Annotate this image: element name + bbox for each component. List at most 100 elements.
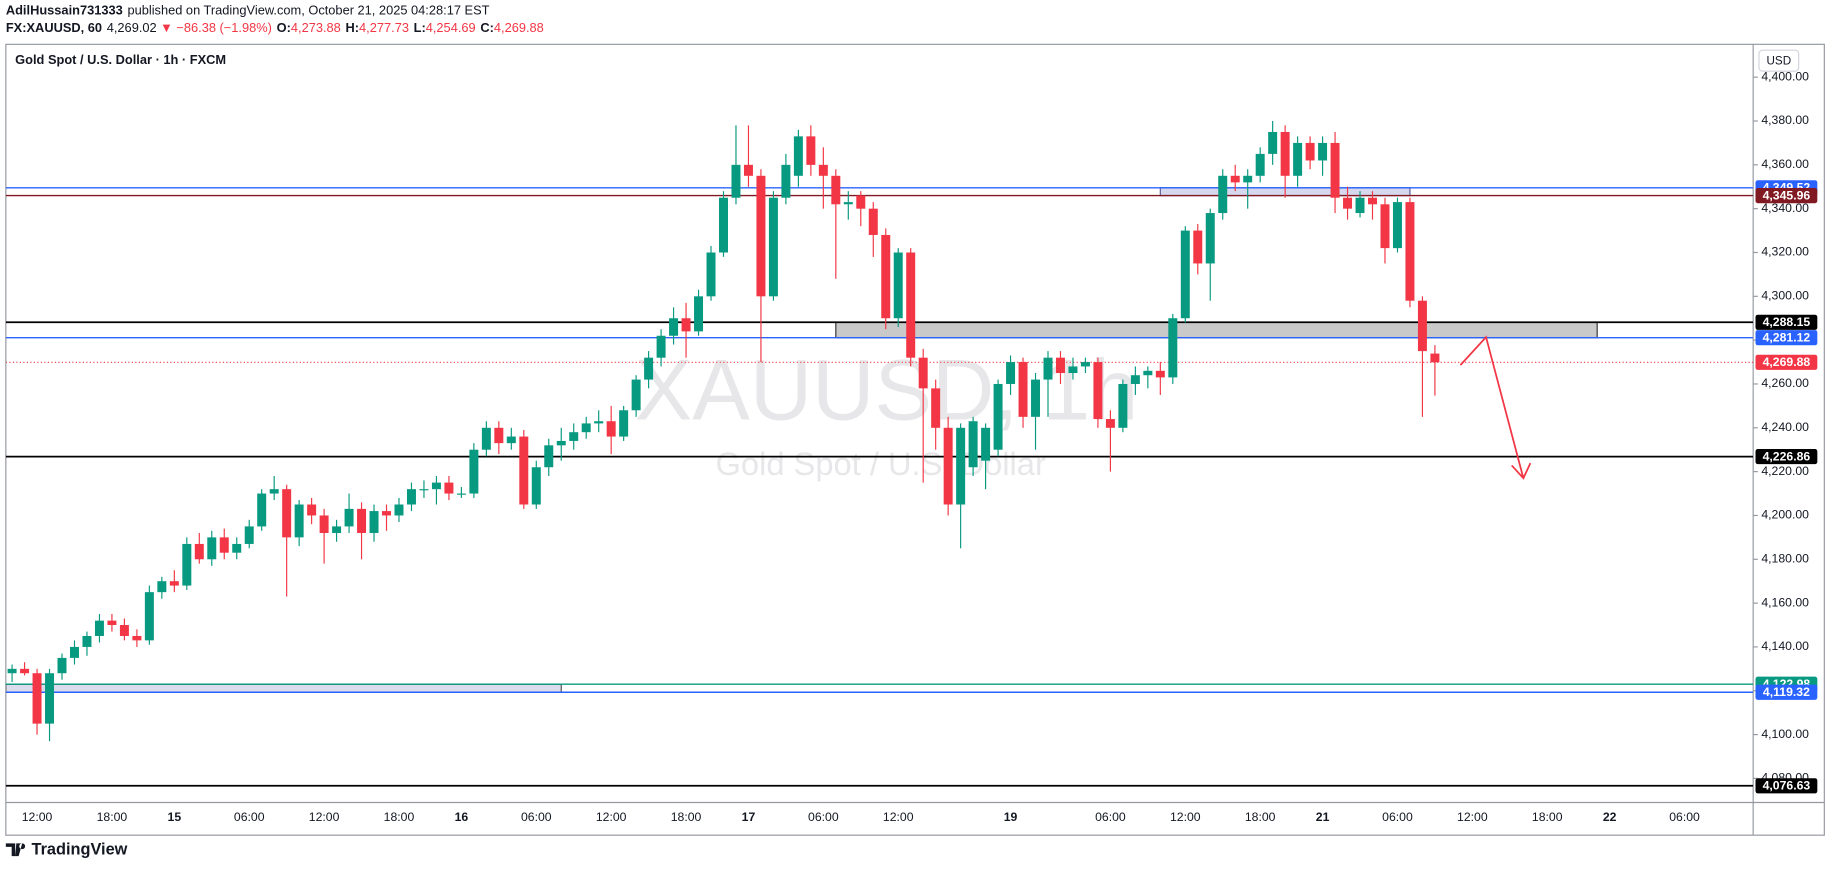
candle-body — [82, 635, 92, 647]
x-tick-label: 12:00 — [883, 810, 914, 824]
x-tick-label: 06:00 — [1095, 810, 1126, 824]
candle-body — [269, 489, 279, 494]
candle-body — [644, 357, 654, 380]
y-tick-label: 4,140.00 — [1761, 639, 1809, 653]
candle-body — [818, 164, 828, 176]
candle-body — [731, 164, 741, 198]
x-tick-label: 12:00 — [596, 810, 627, 824]
candle-body — [743, 164, 753, 176]
price-label-box — [1755, 188, 1818, 204]
x-tick-label: 06:00 — [1669, 810, 1700, 824]
candle-body — [569, 432, 579, 441]
x-tick-label: 06:00 — [521, 810, 552, 824]
candle-body — [1105, 419, 1115, 428]
candle-body — [319, 515, 329, 533]
candle-body — [881, 234, 891, 319]
ohlc-key: L: — [414, 21, 426, 36]
candle-body — [594, 421, 604, 424]
x-tick-label: 12:00 — [309, 810, 340, 824]
price-label-box — [1755, 314, 1818, 330]
candle-body — [1080, 362, 1090, 367]
candle-body — [431, 482, 441, 490]
x-tick-label: 15 — [168, 810, 182, 824]
publisher: AdilHussain731333 — [6, 3, 123, 18]
candle-body — [768, 197, 778, 297]
price-label-box — [1755, 449, 1818, 465]
candle-body — [157, 581, 167, 593]
candle-body — [556, 440, 566, 446]
x-tick-label: 22 — [1603, 810, 1617, 824]
x-tick-label: 21 — [1316, 810, 1330, 824]
candle-body — [7, 668, 17, 674]
candle-body — [756, 175, 766, 297]
candle-body — [981, 427, 991, 461]
candle-body — [968, 421, 978, 468]
candle-body — [1268, 131, 1278, 154]
price-label: 4,076.63 — [1763, 779, 1811, 793]
candle-body — [394, 504, 404, 516]
candle-body — [1218, 175, 1228, 214]
brand: TradingView — [32, 841, 128, 859]
candle-body — [57, 657, 67, 674]
ohlc-key: O: — [277, 21, 291, 36]
candle-body — [307, 504, 317, 516]
candle-body — [494, 427, 504, 444]
ohlc-key: H: — [345, 21, 359, 36]
candle-body — [893, 252, 903, 319]
candle-body — [993, 383, 1003, 450]
x-tick-label: 06:00 — [234, 810, 265, 824]
candle-body — [1318, 142, 1328, 161]
currency[interactable]: USD — [1767, 54, 1792, 67]
brand-logo — [5, 843, 26, 857]
candle-body — [419, 489, 429, 491]
published: published on TradingView.com, October 21… — [127, 3, 489, 18]
price-label-box — [1755, 684, 1818, 700]
candle-body — [1368, 197, 1377, 205]
candle-body — [681, 318, 691, 332]
x-tick-label: 16 — [455, 810, 469, 824]
candle-body — [1018, 362, 1028, 417]
candle-body — [1293, 142, 1303, 176]
candle-body — [856, 195, 866, 209]
zone — [5, 683, 562, 693]
candle-body — [906, 252, 916, 358]
candle-body — [406, 489, 416, 505]
candle-body — [182, 543, 192, 586]
candle-body — [1155, 370, 1165, 378]
candle-body — [843, 202, 853, 205]
candle-body — [207, 537, 217, 560]
x-tick-label: 18:00 — [384, 810, 415, 824]
candle-body — [918, 357, 928, 389]
candle-body — [344, 508, 354, 527]
candle-body — [656, 335, 666, 358]
y-tick-label: 4,300.00 — [1761, 289, 1809, 303]
candle-body — [144, 592, 154, 641]
candle-body — [444, 482, 454, 494]
ohlc-value: 4,254.69 — [426, 21, 476, 36]
currency-box[interactable] — [1758, 49, 1800, 72]
candle-body — [793, 136, 803, 176]
x-tick-label: 12:00 — [1457, 810, 1488, 824]
x-tick-label: 18:00 — [1532, 810, 1563, 824]
price-label: 4,119.32 — [1763, 685, 1810, 699]
candle-body — [257, 493, 267, 527]
candle-body — [1130, 375, 1140, 384]
y-tick-label: 4,380.00 — [1761, 113, 1809, 127]
price-label: 4,345.96 — [1763, 188, 1811, 202]
candle-body — [94, 620, 104, 636]
candle-body — [1043, 357, 1053, 380]
candle-body — [943, 427, 953, 505]
last-price: 4,269.02 — [107, 21, 157, 36]
axes: 4,080.004,100.004,120.004,140.004,160.00… — [22, 69, 1818, 824]
candle-body — [868, 208, 878, 235]
publish-line: AdilHussain731333 published on TradingVie… — [6, 3, 490, 18]
y-tick-label: 4,160.00 — [1761, 595, 1809, 609]
price-label-box — [1755, 354, 1818, 370]
candle-body — [1280, 131, 1290, 176]
candle-body — [831, 175, 841, 205]
candle-body — [244, 526, 254, 544]
price-label: 4,269.88 — [1763, 355, 1811, 369]
candle-body — [1243, 175, 1253, 183]
candle-body — [294, 504, 304, 538]
